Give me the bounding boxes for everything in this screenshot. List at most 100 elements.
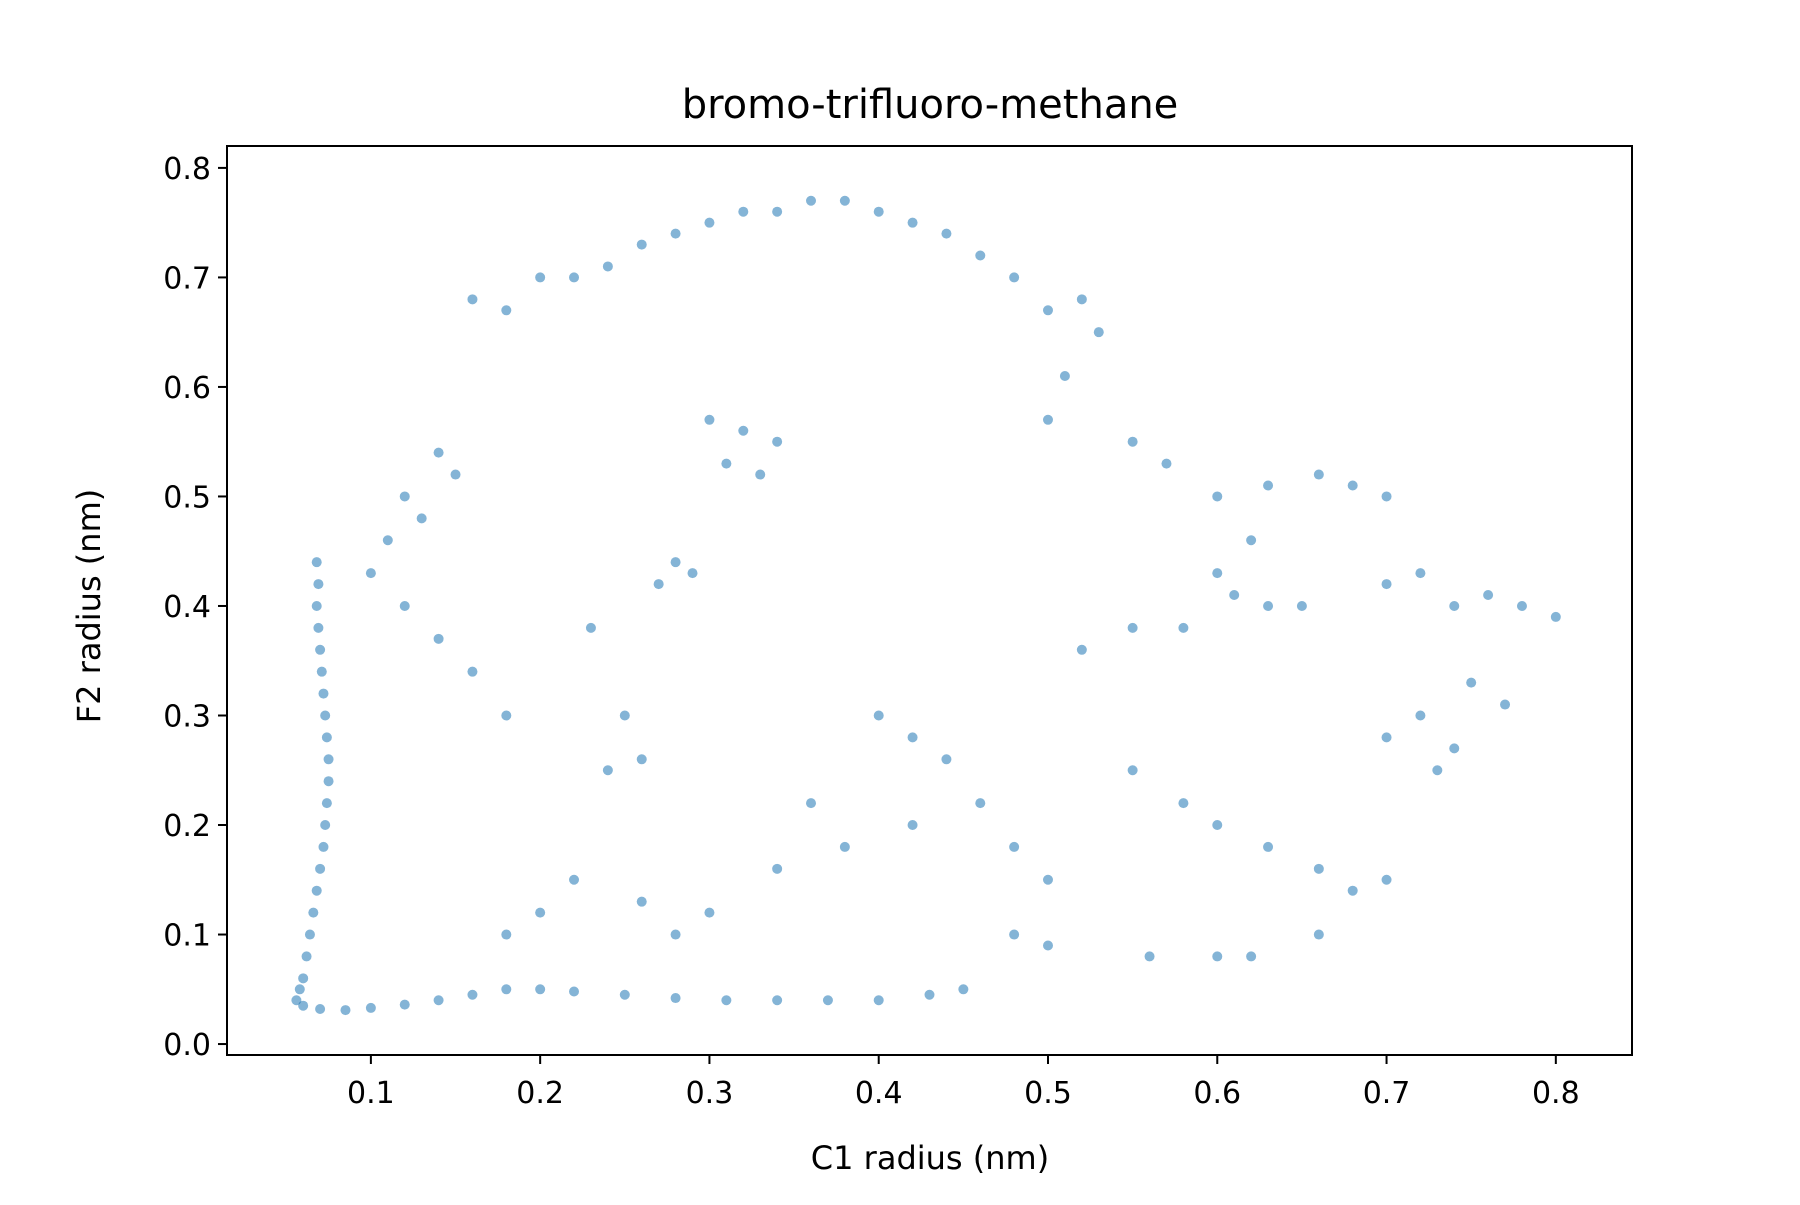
y-tick-label: 0.8 (163, 152, 211, 187)
data-point (602, 765, 613, 776)
data-point (318, 841, 329, 852)
data-point (320, 820, 331, 831)
data-point (399, 999, 410, 1010)
data-point (907, 732, 918, 743)
data-point (313, 579, 324, 590)
data-point (1246, 951, 1257, 962)
chart-title: bromo-trifluoro-methane (682, 82, 1179, 128)
data-point (636, 754, 647, 765)
data-point (399, 600, 410, 611)
data-point (501, 984, 512, 995)
data-point (653, 579, 664, 590)
data-point (1042, 414, 1053, 425)
data-point (704, 907, 715, 918)
data-point (1212, 491, 1223, 502)
data-point (1212, 820, 1223, 831)
data-point (569, 272, 580, 283)
data-point (1466, 677, 1477, 688)
data-point (772, 863, 783, 874)
data-point (501, 710, 512, 721)
y-tick-label: 0.7 (163, 261, 211, 296)
data-point (320, 710, 331, 721)
data-point (1347, 885, 1358, 896)
data-point (1381, 732, 1392, 743)
data-point (1313, 863, 1324, 874)
plot-area-frame (226, 145, 1633, 1056)
data-point (907, 217, 918, 228)
data-point (1009, 841, 1020, 852)
data-point (1449, 600, 1460, 611)
data-point (315, 863, 326, 874)
data-point (301, 951, 312, 962)
data-point (670, 557, 681, 568)
data-point (1381, 579, 1392, 590)
x-tick-label: 0.3 (686, 1076, 734, 1111)
data-point (433, 995, 444, 1006)
data-point (1313, 469, 1324, 480)
data-point (1263, 600, 1274, 611)
data-point (636, 896, 647, 907)
data-point (636, 239, 647, 250)
y-tick-label: 0.6 (163, 371, 211, 406)
data-point (321, 732, 332, 743)
x-tick-label: 0.4 (855, 1076, 903, 1111)
data-point (670, 929, 681, 940)
data-point (313, 622, 324, 633)
data-point (298, 973, 309, 984)
data-point (399, 491, 410, 502)
data-point (1212, 568, 1223, 579)
data-point (806, 195, 817, 206)
x-tick-label: 0.6 (1193, 1076, 1241, 1111)
data-point (304, 929, 315, 940)
data-point (670, 993, 681, 1004)
x-tick-label: 0.1 (347, 1076, 395, 1111)
data-point (1500, 699, 1511, 710)
data-point (958, 984, 969, 995)
y-tick-label: 0.2 (163, 809, 211, 844)
x-tick-label: 0.5 (1024, 1076, 1072, 1111)
data-point (1516, 600, 1527, 611)
data-point (501, 929, 512, 940)
data-point (1144, 951, 1155, 962)
data-point (1381, 491, 1392, 502)
data-point (1415, 710, 1426, 721)
data-point (670, 228, 681, 239)
data-point (975, 798, 986, 809)
data-point (619, 710, 630, 721)
data-point (316, 666, 327, 677)
data-point (1161, 458, 1172, 469)
data-point (1263, 480, 1274, 491)
data-point (873, 710, 884, 721)
data-point (873, 206, 884, 217)
data-point (365, 568, 376, 579)
x-tick-label: 0.8 (1532, 1076, 1580, 1111)
data-point (721, 458, 732, 469)
data-point (433, 447, 444, 458)
data-point (1059, 370, 1070, 381)
data-point (382, 535, 393, 546)
data-point (467, 989, 478, 1000)
data-point (907, 820, 918, 831)
data-point (1212, 951, 1223, 962)
data-point (311, 885, 322, 896)
data-point (1042, 874, 1053, 885)
data-point (1042, 305, 1053, 316)
data-point (535, 272, 546, 283)
y-tick-label: 0.0 (163, 1028, 211, 1063)
data-point (1347, 480, 1358, 491)
data-point (315, 644, 326, 655)
data-point (365, 1002, 376, 1013)
y-tick-label: 0.3 (163, 699, 211, 734)
data-point (323, 754, 334, 765)
data-point (602, 261, 613, 272)
data-point (1076, 644, 1087, 655)
data-point (433, 633, 444, 644)
y-tick-label: 0.5 (163, 480, 211, 515)
data-point (311, 557, 322, 568)
data-point (535, 907, 546, 918)
data-point (340, 1005, 351, 1016)
data-point (738, 425, 749, 436)
data-point (924, 989, 935, 1000)
